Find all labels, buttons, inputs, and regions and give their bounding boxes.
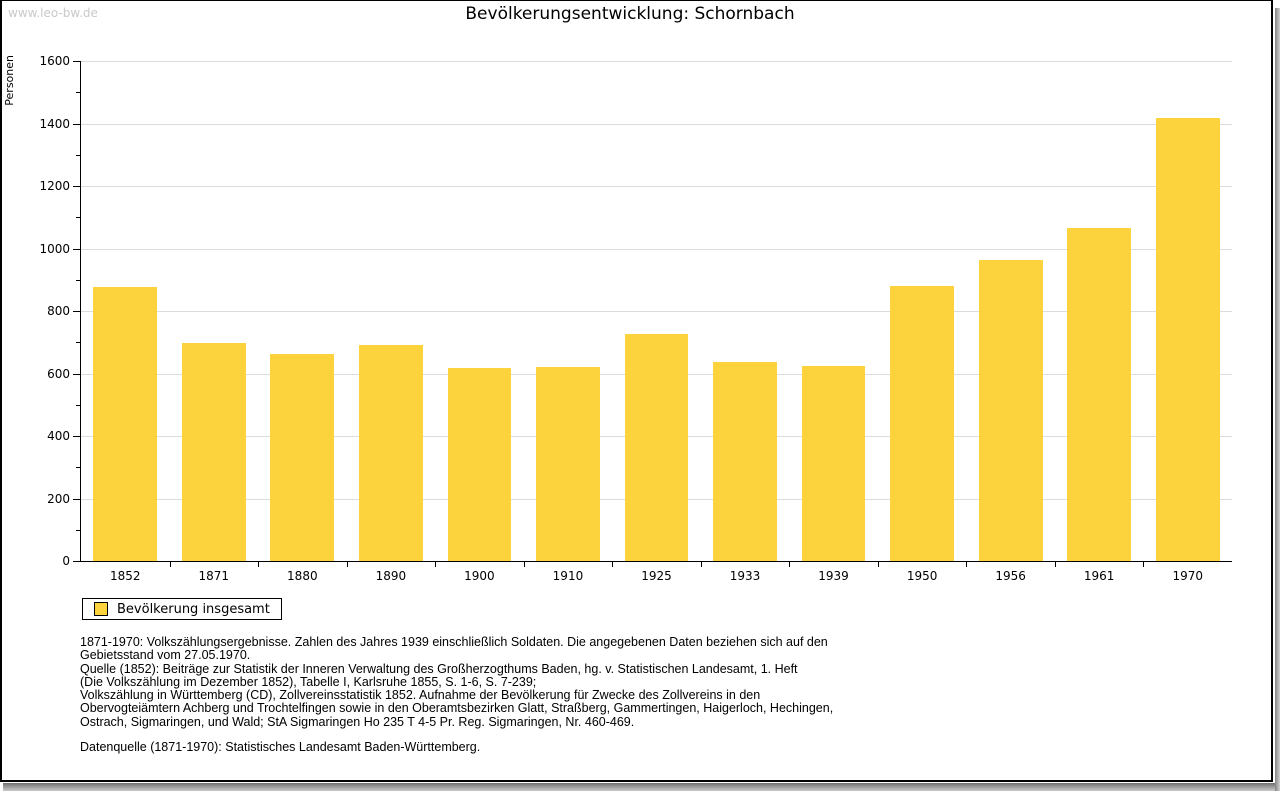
footnote-line-1: 1871-1970: Volkszählungsergebnisse. Zahl… [80, 635, 828, 649]
bar-1961 [1067, 227, 1132, 561]
x-tick-label-1910: 1910 [552, 569, 584, 583]
x-tick-2 [258, 561, 260, 567]
y-tick-label-0: 0 [62, 554, 70, 568]
gridline-1200 [81, 186, 1232, 187]
bar-1871 [181, 342, 246, 561]
y-tick-1600 [73, 61, 80, 62]
x-tick-label-1871: 1871 [198, 569, 230, 583]
footnote-line-5: Volkszählung in Württemberg (CD), Zollve… [80, 688, 761, 703]
x-tick-label-1939: 1939 [818, 569, 849, 583]
x-tick-label-1961: 1961 [1083, 569, 1115, 583]
x-tick-12 [1143, 561, 1145, 567]
y-tick-1000 [73, 248, 80, 250]
x-tick-6 [612, 561, 614, 567]
legend: Bevölkerung insgesamt [82, 598, 282, 620]
footnotes: 1871-1970: Volkszählungsergebnisse. Zahl… [80, 635, 925, 755]
x-tick-label-1900: 1900 [464, 569, 495, 583]
y-tick-label-800: 800 [47, 304, 70, 318]
bar-1950 [890, 286, 954, 561]
x-tick-5 [523, 561, 525, 567]
y-minor-tick-700 [76, 342, 80, 344]
datasource-line: Datenquelle (1871-1970): Statistisches L… [80, 740, 481, 755]
gridline-1400 [81, 123, 1232, 125]
y-tick-0 [73, 561, 80, 562]
legend-color-swatch [94, 602, 108, 616]
footnote-lines: 1871-1970: Volkszählungsergebnisse. Zahl… [80, 635, 925, 729]
bar-1900 [447, 368, 512, 561]
bar-1852 [93, 286, 158, 561]
x-tick-3 [346, 561, 348, 567]
y-tick-label-1000: 1000 [39, 241, 70, 256]
y-minor-tick-300 [76, 467, 80, 469]
footnote-line-6: Obervogteiämtern Achberg und Trochtelfin… [80, 701, 834, 716]
drop-shadow-bottom [3, 783, 1275, 791]
y-tick-label-200: 200 [47, 491, 70, 506]
bar-1910 [536, 366, 600, 561]
x-tick-9 [877, 561, 879, 567]
footnote-line-4: (Die Volkszählung im Dezember 1852), Tab… [80, 674, 537, 689]
y-tick-400 [73, 436, 80, 437]
x-tick-label-1956: 1956 [995, 569, 1026, 583]
footnote-line-2: Gebietsstand vom 27.05.1970. [80, 648, 251, 663]
footnote-line-3: Quelle (1852): Beiträge zur Statistik de… [80, 661, 798, 676]
y-tick-200 [73, 498, 80, 500]
y-tick-1400 [73, 123, 80, 125]
y-minor-tick-900 [76, 279, 80, 281]
bar-1880 [270, 353, 335, 561]
y-tick-1200 [73, 186, 80, 187]
x-tick-1 [169, 561, 171, 567]
x-tick-label-1852: 1852 [109, 569, 141, 583]
x-tick-label-1950: 1950 [906, 569, 938, 583]
x-tick-11 [1054, 561, 1056, 567]
bar-1925 [624, 334, 689, 561]
drop-shadow-right [1275, 8, 1280, 791]
x-tick-label-1925: 1925 [641, 569, 672, 583]
y-minor-tick-1300 [76, 154, 80, 156]
x-tick-4 [435, 561, 437, 567]
y-tick-label-400: 400 [47, 429, 70, 443]
gridline-800 [81, 311, 1232, 312]
gridline-1600 [81, 61, 1232, 62]
y-tick-label-1200: 1200 [39, 179, 70, 193]
footnote-line-7: Ostrach, Sigmaringen, und Wald; StA Sigm… [80, 714, 635, 729]
gridline-1000 [81, 248, 1232, 250]
y-minor-tick-500 [76, 404, 80, 406]
bar-1890 [359, 345, 423, 561]
x-tick-label-1933: 1933 [729, 569, 761, 583]
y-tick-800 [73, 311, 80, 312]
plot-area: 0 200 400 600 800 1000 1200 1400 1600 1852 1871 188… [39, 54, 1232, 583]
bar-1956 [978, 260, 1043, 561]
y-tick-label-600: 600 [47, 366, 70, 381]
x-tick-label-1970: 1970 [1172, 569, 1203, 583]
y-tick-600 [73, 373, 80, 375]
y-minor-tick-1100 [76, 217, 80, 219]
bar-1970 [1155, 118, 1220, 561]
watermark: www.leo-bw.de [8, 6, 98, 20]
x-tick-10 [966, 561, 968, 567]
x-tick-label-1880: 1880 [287, 569, 318, 583]
x-tick-7 [700, 561, 702, 567]
bar-1939 [801, 366, 866, 561]
y-minor-tick-100 [76, 529, 80, 531]
y-tick-label-1400: 1400 [39, 116, 70, 131]
x-tick-label-1890: 1890 [375, 569, 407, 583]
bar-1933 [713, 361, 777, 561]
y-tick-label-1600: 1600 [39, 54, 70, 68]
y-minor-tick-1500 [76, 92, 80, 94]
chart-title: Bevölkerungsentwicklung: Schornbach [465, 4, 795, 24]
x-tick-8 [789, 561, 791, 567]
legend-label: Bevölkerung insgesamt [117, 601, 270, 617]
